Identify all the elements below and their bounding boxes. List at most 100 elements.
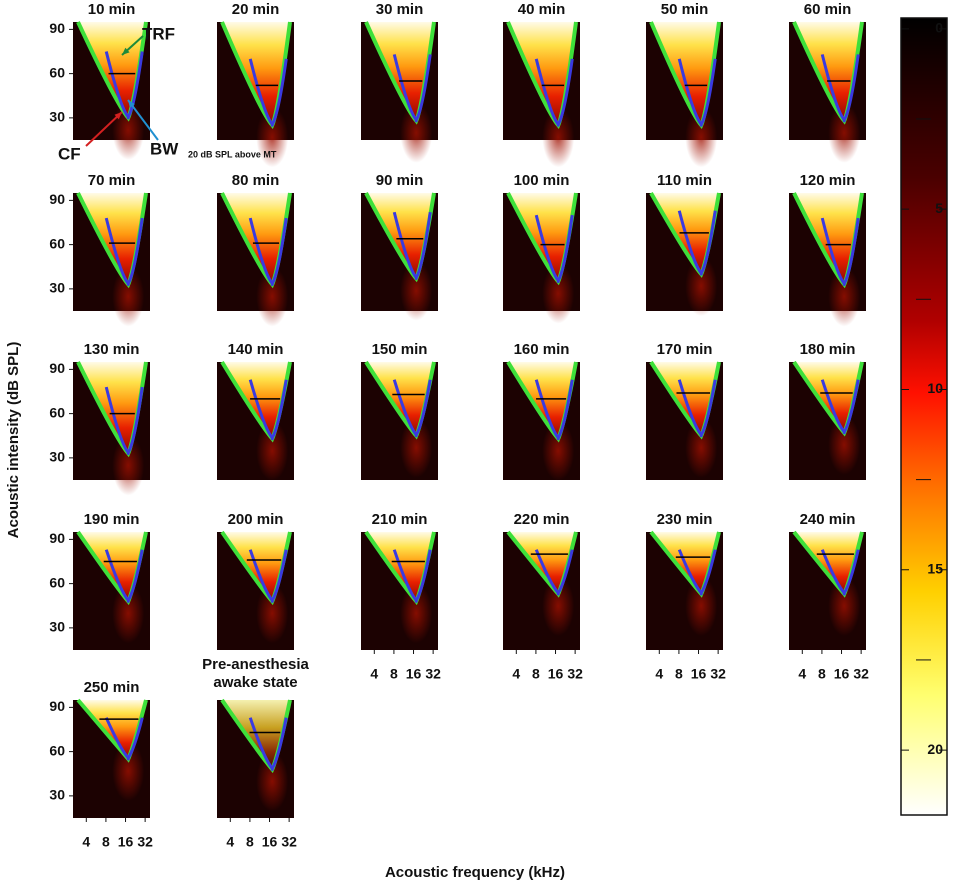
cf-threshold: [556, 437, 560, 441]
y-axis-label: Acoustic intensity (dB SPL): [5, 342, 22, 539]
x-tick-label: 16: [118, 834, 134, 850]
panel-title: 230 min: [657, 511, 713, 528]
cf-threshold: [270, 123, 274, 127]
x-tick-label: 4: [655, 666, 663, 682]
x-axis-label: Acoustic frequency (kHz): [385, 864, 565, 881]
annotation-arrow: [127, 99, 159, 141]
panel: 90 min: [361, 172, 438, 321]
colorbar-tick-label: 15: [927, 560, 943, 576]
receptive-field: [222, 22, 290, 126]
panel-title: 40 min: [518, 1, 566, 18]
cf-threshold: [126, 757, 130, 761]
x-tick-label: 32: [567, 666, 583, 682]
colorbar: [900, 17, 948, 816]
panel-title: 220 min: [514, 511, 570, 528]
x-tick-label: 16: [834, 666, 850, 682]
heatmap-glow: [828, 102, 861, 163]
y-tick-label: 90: [49, 20, 65, 36]
panel-title: 190 min: [84, 511, 140, 528]
panel: 200 min: [217, 511, 294, 650]
heatmap-glow: [685, 256, 718, 317]
cf-threshold: [270, 599, 274, 603]
panel-title: 250 min: [84, 679, 140, 696]
heatmap-glow: [542, 575, 575, 636]
panel-title: 30 min: [376, 1, 424, 18]
panel-title: 110 min: [657, 172, 712, 189]
x-tick-label: 32: [137, 834, 153, 850]
annotation: CF: [58, 144, 81, 163]
panel: 60 min: [789, 1, 866, 163]
panel: 10 min 30 60 90: [49, 1, 150, 160]
panel-title: 90 min: [376, 172, 424, 189]
heatmap-glow: [400, 583, 433, 644]
panel-title: 10 min: [88, 1, 136, 18]
heatmap-glow: [256, 420, 289, 481]
annotation: BW: [150, 139, 179, 158]
arrow-head: [128, 100, 135, 108]
cf-threshold: [842, 282, 846, 286]
panel: 70 min 30 60 90: [49, 172, 150, 327]
y-tick-label: 30: [49, 109, 65, 125]
cf-threshold: [556, 592, 560, 596]
panel: 230 min 4 8 16 32: [646, 511, 726, 682]
y-tick-label: 90: [49, 360, 65, 376]
arrow-head: [114, 112, 122, 120]
panel: 150 min: [361, 341, 438, 480]
x-tick-label: 4: [798, 666, 806, 682]
panel-title: 50 min: [661, 1, 709, 18]
x-tick-label: 4: [226, 834, 234, 850]
panel-title: 140 min: [228, 341, 284, 358]
cf-threshold: [556, 280, 560, 283]
panel: 40 min: [503, 1, 580, 168]
panel: 140 min: [217, 341, 294, 481]
heatmap-glow: [400, 417, 433, 478]
panel: 240 min 4 8 16 32: [789, 511, 869, 682]
x-tick-label: 8: [532, 666, 540, 682]
arrow-head: [122, 47, 130, 55]
y-tick-label: 30: [49, 280, 65, 296]
x-tick-label: 8: [246, 834, 254, 850]
heatmap-glow: [542, 107, 575, 168]
panel: 110 min: [646, 172, 723, 317]
y-tick-label: 90: [49, 698, 65, 714]
cf-threshold: [842, 431, 846, 435]
cf-threshold: [126, 451, 130, 455]
receptive-field: [508, 22, 576, 126]
panel: 80 min: [217, 172, 294, 327]
heatmap-glow: [685, 417, 718, 478]
y-tick-label: 30: [49, 449, 65, 465]
cf-threshold: [699, 272, 703, 276]
panel-title: 100 min: [514, 172, 570, 189]
cf-threshold: [414, 599, 418, 603]
panel-title: 210 min: [372, 511, 428, 528]
y-tick-label: 30: [49, 619, 65, 635]
panel-title: 120 min: [800, 172, 856, 189]
cf-threshold: [699, 592, 703, 596]
x-tick-label: 8: [390, 666, 398, 682]
heatmap-glow: [828, 414, 861, 475]
x-tick-label: 8: [818, 666, 826, 682]
x-tick-label: 4: [370, 666, 378, 682]
x-tick-label: 16: [406, 666, 422, 682]
panel-title: 180 min: [800, 341, 856, 358]
panel: 210 min 4 8 16 32: [361, 511, 441, 682]
heatmap-glow: [112, 583, 145, 644]
cf-threshold: [699, 434, 703, 438]
x-tick-label: 8: [675, 666, 683, 682]
panel-title: 170 min: [657, 341, 713, 358]
heatmap-glow: [112, 741, 145, 801]
receptive-field: [651, 22, 719, 126]
heatmap-glow: [400, 102, 433, 163]
colorbar-tick-label: 20: [927, 741, 943, 757]
cf-threshold: [126, 116, 130, 120]
annotation-arrow: [85, 111, 123, 147]
y-tick-label: 90: [49, 191, 65, 207]
y-tick-label: 60: [49, 742, 65, 758]
x-tick-label: 16: [691, 666, 707, 682]
cf-threshold: [126, 599, 130, 603]
heatmap-glow: [400, 260, 433, 321]
cf-threshold: [842, 119, 846, 123]
panel: 190 min 30 60 90: [49, 511, 150, 650]
